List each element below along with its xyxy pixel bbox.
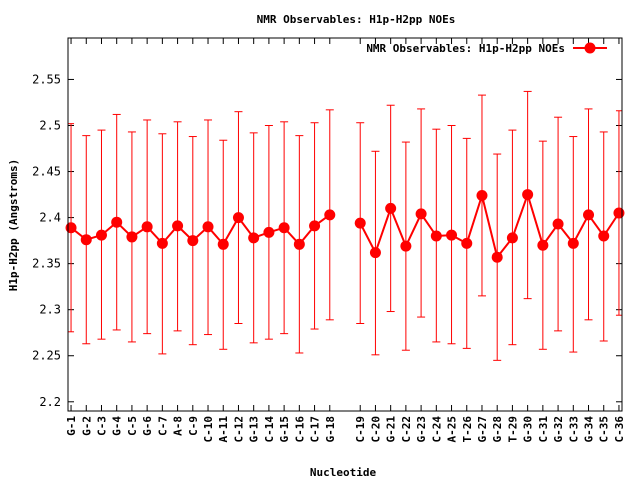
x-tick-label: A-8 [172, 416, 185, 436]
x-tick-label: C-5 [126, 416, 139, 436]
x-tick-label: C-3 [95, 416, 108, 436]
data-point [293, 238, 305, 250]
x-ticks: G-1 G-2 C-3 G-4 C-5 G-6 C-7 A-8 C-9 C-10 A-11 C-12 G… [65, 38, 626, 443]
x-tick-label: G-32 [552, 416, 565, 443]
x-tick-label: G-6 [141, 416, 154, 436]
data-point [385, 202, 397, 214]
data-point [263, 226, 275, 238]
x-tick-label: C-14 [263, 416, 276, 443]
data-point [111, 216, 123, 228]
x-tick-label: G-28 [491, 416, 504, 443]
x-tick-label: C-24 [430, 416, 443, 443]
x-tick-label: G-13 [248, 416, 261, 443]
data-point [65, 222, 77, 234]
x-tick-label: C-7 [156, 416, 169, 436]
x-tick-label: C-33 [567, 416, 580, 443]
series-line [359, 191, 620, 260]
x-tick-label: C-12 [232, 416, 245, 443]
y-tick-label: 2.3 [39, 303, 61, 317]
x-tick-label: G-30 [522, 416, 535, 443]
x-axis-label: Nucleotide [310, 466, 377, 479]
data-point [506, 232, 518, 244]
data-point [613, 207, 625, 219]
x-tick-label: C-35 [598, 416, 611, 443]
x-tick-label: C-9 [187, 416, 200, 436]
series-points [65, 189, 625, 263]
data-point [95, 229, 107, 241]
y-tick-label: 2.35 [32, 257, 61, 271]
data-point [446, 229, 458, 241]
x-tick-label: C-20 [369, 416, 382, 443]
data-point [309, 220, 321, 232]
data-point [217, 238, 229, 250]
x-tick-label: G-2 [80, 416, 93, 436]
x-tick-label: C-22 [400, 416, 413, 443]
y-tick-label: 2.4 [39, 211, 61, 225]
y-ticks: 2.2 2.25 2.3 2.35 2.4 2.45 2.5 2.55 [32, 72, 622, 409]
x-tick-label: A-11 [217, 416, 230, 443]
chart-title: NMR Observables: H1p-H2pp NOEs [257, 13, 456, 26]
data-point [248, 232, 260, 244]
x-tick-label: G-4 [111, 416, 124, 436]
series-line [70, 214, 331, 247]
data-point [552, 218, 564, 230]
x-tick-label: C-16 [293, 416, 306, 443]
x-tick-label: A-25 [446, 416, 459, 443]
x-tick-label: G-34 [583, 416, 596, 443]
legend-label: NMR Observables: H1p-H2pp NOEs [366, 42, 565, 55]
x-tick-label: T-26 [461, 416, 474, 443]
legend-marker [584, 42, 596, 54]
legend: NMR Observables: H1p-H2pp NOEs [366, 42, 607, 55]
x-tick-label: C-31 [537, 416, 550, 443]
data-point [491, 251, 503, 263]
y-tick-label: 2.25 [32, 349, 61, 363]
data-point [172, 220, 184, 232]
x-tick-label: C-17 [309, 416, 322, 443]
data-point [476, 189, 488, 201]
series-lines [70, 191, 620, 260]
data-point [354, 217, 366, 229]
data-point [369, 247, 381, 259]
data-point [537, 239, 549, 251]
plot-frame [67, 37, 623, 412]
x-tick-label: G-15 [278, 416, 291, 443]
x-tick-label: G-18 [324, 416, 337, 443]
data-point [187, 235, 199, 247]
data-point [598, 230, 610, 242]
x-tick-label: G-27 [476, 416, 489, 443]
x-tick-label: G-23 [415, 416, 428, 443]
data-point [80, 234, 92, 246]
data-point [567, 237, 579, 249]
x-tick-label: G-1 [65, 416, 78, 436]
data-point [522, 189, 534, 201]
data-point [156, 237, 168, 249]
x-tick-label: C-19 [354, 416, 367, 443]
x-tick-label: T-29 [506, 416, 519, 443]
data-point [232, 212, 244, 224]
y-tick-label: 2.45 [32, 165, 61, 179]
data-point [430, 230, 442, 242]
y-tick-label: 2.2 [39, 395, 61, 409]
x-tick-label: C-10 [202, 416, 215, 443]
data-point [400, 240, 412, 252]
data-point [324, 209, 336, 221]
y-axis-label: H1p-H2pp (Angstroms) [7, 159, 20, 291]
data-point [141, 221, 153, 233]
y-tick-label: 2.5 [39, 118, 61, 132]
y-tick-label: 2.55 [32, 72, 61, 86]
data-point [583, 209, 595, 221]
x-tick-label: G-21 [385, 416, 398, 443]
data-point [461, 237, 473, 249]
data-point [278, 222, 290, 234]
data-point [415, 208, 427, 220]
data-point [202, 221, 214, 233]
data-point [126, 231, 138, 243]
x-tick-label: C-36 [613, 416, 626, 443]
